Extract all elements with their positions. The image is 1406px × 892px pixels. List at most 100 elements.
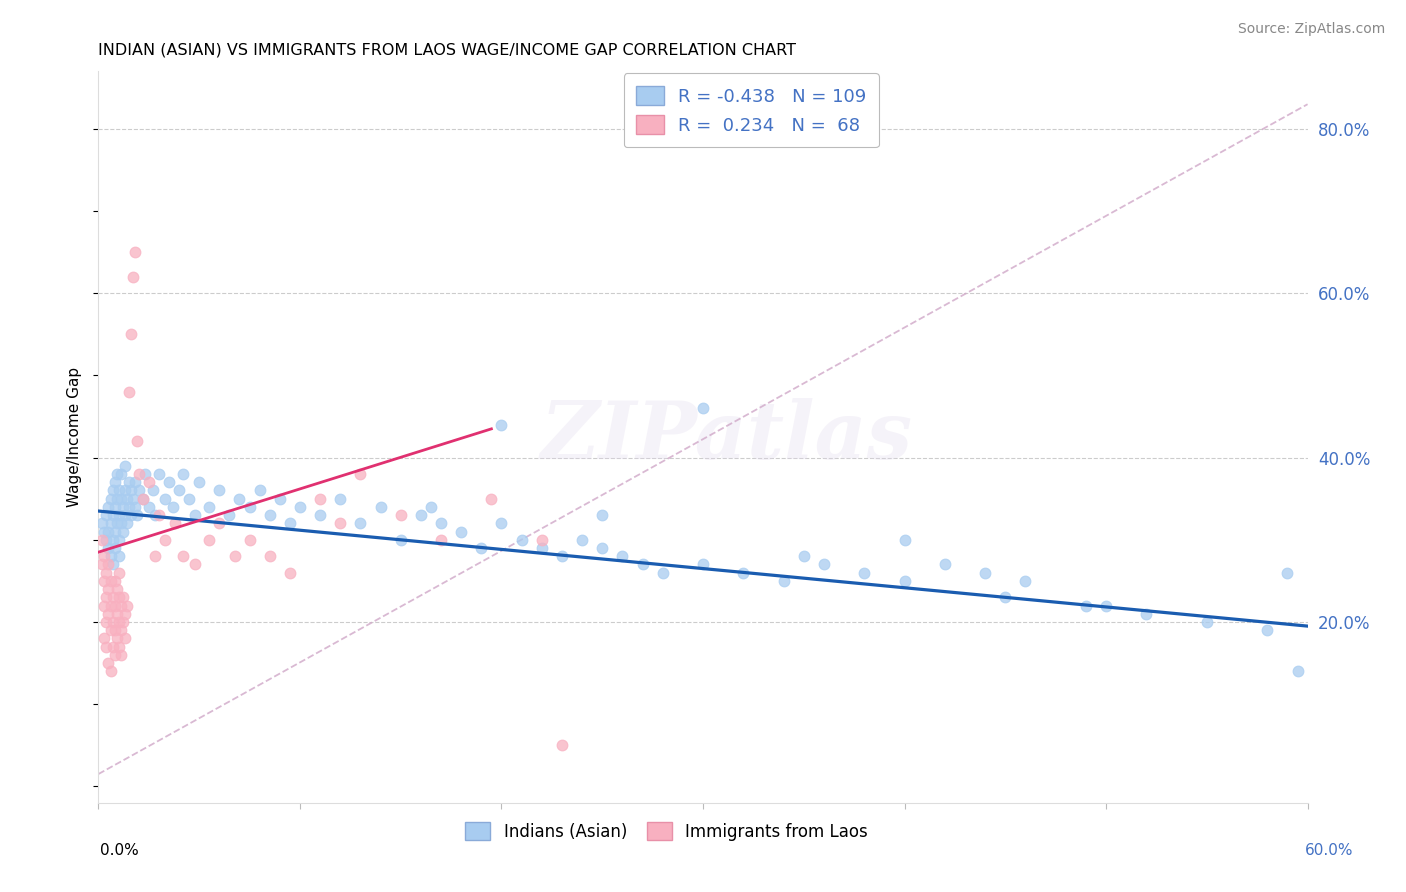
Point (121, 269, 143, 284)
Point (125, 508, 148, 523)
Point (1256, 624, 1278, 638)
Point (571, 533, 593, 547)
Point (93, 549, 115, 564)
Point (96, 566, 118, 580)
Point (1074, 599, 1097, 613)
Point (93, 574, 115, 588)
Point (120, 483, 142, 498)
Point (120, 327, 142, 342)
Point (114, 508, 136, 523)
Point (107, 533, 129, 547)
Point (239, 500, 262, 514)
Point (101, 533, 124, 547)
Point (101, 640, 124, 654)
Point (1095, 599, 1118, 613)
Point (163, 516, 186, 531)
Point (329, 491, 352, 506)
Point (224, 549, 246, 564)
Point (91, 558, 114, 572)
Point (172, 467, 194, 481)
Point (389, 533, 412, 547)
Point (120, 508, 142, 523)
Point (97, 500, 120, 514)
Point (470, 541, 492, 555)
Point (107, 591, 129, 605)
Point (409, 508, 432, 523)
Point (103, 541, 125, 555)
Point (733, 566, 755, 580)
Point (118, 384, 141, 399)
Point (1286, 665, 1309, 679)
Point (107, 549, 129, 564)
Point (93, 599, 115, 613)
Point (370, 500, 392, 514)
Point (853, 566, 876, 580)
Point (115, 599, 138, 613)
Legend: Indians (Asian), Immigrants from Laos: Indians (Asian), Immigrants from Laos (457, 814, 876, 849)
Point (259, 508, 281, 523)
Point (114, 607, 136, 621)
Point (349, 516, 371, 531)
Point (974, 566, 997, 580)
Point (481, 491, 503, 506)
Point (134, 467, 156, 481)
Point (111, 591, 134, 605)
Point (125, 434, 148, 449)
Point (97, 558, 120, 572)
Point (793, 549, 815, 564)
Point (105, 516, 128, 531)
Point (138, 475, 160, 490)
Point (651, 566, 673, 580)
Point (97, 656, 120, 670)
Point (107, 566, 129, 580)
Point (103, 475, 125, 490)
Point (96, 508, 118, 523)
Point (530, 533, 553, 547)
Point (148, 467, 170, 481)
Point (349, 467, 371, 481)
Point (105, 582, 128, 596)
Point (96, 615, 118, 629)
Text: INDIAN (ASIAN) VS IMMIGRANTS FROM LAOS WAGE/INCOME GAP CORRELATION CHART: INDIAN (ASIAN) VS IMMIGRANTS FROM LAOS W… (98, 43, 796, 58)
Point (121, 491, 143, 506)
Point (101, 483, 124, 498)
Point (101, 508, 124, 523)
Point (128, 483, 150, 498)
Point (162, 500, 184, 514)
Point (198, 500, 221, 514)
Y-axis label: Wage/Income Gap: Wage/Income Gap (67, 367, 83, 508)
Point (772, 574, 794, 588)
Point (103, 599, 125, 613)
Point (491, 516, 513, 531)
Point (124, 245, 146, 260)
Point (893, 574, 915, 588)
Point (91, 533, 114, 547)
Point (100, 491, 122, 506)
Point (107, 508, 129, 523)
Point (100, 599, 122, 613)
Point (934, 558, 956, 572)
Point (530, 541, 553, 555)
Point (1014, 574, 1036, 588)
Point (153, 533, 176, 547)
Point (100, 574, 122, 588)
Point (288, 500, 311, 514)
Point (111, 615, 134, 629)
Point (101, 615, 124, 629)
Point (93, 524, 115, 539)
Point (551, 739, 574, 753)
Point (103, 648, 125, 662)
Point (208, 483, 231, 498)
Point (103, 624, 125, 638)
Point (132, 491, 155, 506)
Point (218, 508, 240, 523)
Point (110, 516, 132, 531)
Point (1135, 607, 1157, 621)
Point (430, 516, 453, 531)
Point (184, 508, 207, 523)
Point (107, 640, 129, 654)
Point (893, 533, 915, 547)
Point (692, 558, 714, 572)
Point (97, 607, 120, 621)
Point (184, 558, 207, 572)
